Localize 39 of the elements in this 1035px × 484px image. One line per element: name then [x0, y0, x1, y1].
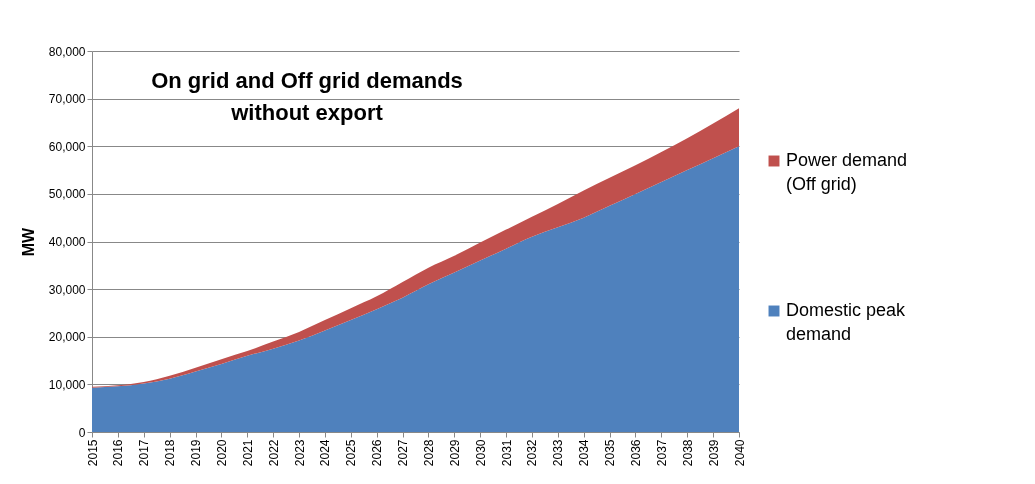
x-tick-label: 2016 — [111, 439, 126, 467]
x-tick-label: 2037 — [654, 439, 669, 467]
x-tick-label: 2029 — [447, 439, 462, 467]
x-tick-label: 2015 — [85, 439, 100, 467]
x-tick-label: 2032 — [525, 439, 540, 467]
x-tick-label: 2024 — [318, 439, 333, 467]
x-tick-label: 2040 — [732, 439, 747, 467]
y-tick-label: 50,000 — [48, 187, 86, 202]
x-tick-label: 2036 — [628, 439, 643, 467]
x-tick-label: 2021 — [240, 439, 255, 467]
y-axis-title: MW — [19, 226, 37, 257]
x-tick-label: 2023 — [292, 439, 307, 467]
legend-label: Domestic peak demand — [786, 300, 907, 344]
x-tick-label: 2031 — [499, 439, 514, 467]
text: On grid and Off grid demands without export — [151, 68, 463, 125]
x-tick-label: 2030 — [473, 439, 488, 467]
y-tick-label: 0 — [78, 425, 86, 440]
x-tick-label: 2018 — [163, 439, 178, 467]
y-tick-label: 10,000 — [48, 377, 86, 392]
x-tick-label: 2039 — [706, 439, 721, 467]
x-tick-label: 2034 — [577, 439, 592, 467]
x-tick-label: 2033 — [551, 439, 566, 467]
y-tick-label: 70,000 — [48, 92, 86, 107]
y-tick-label: 80,000 — [48, 44, 86, 59]
legend-label: Power demand (Off grid) — [786, 150, 908, 194]
y-tick-label: 20,000 — [48, 330, 86, 345]
x-tick-label: 2035 — [603, 439, 618, 467]
y-tick-label: 30,000 — [48, 282, 86, 297]
x-tick-label: 2026 — [370, 439, 385, 467]
x-tick-label: 2038 — [680, 439, 695, 467]
y-tick-label: 40,000 — [48, 235, 86, 249]
x-tick-label: 2025 — [344, 439, 359, 467]
x-tick-label: 2019 — [189, 439, 204, 467]
x-tick-label: 2027 — [396, 439, 411, 467]
y-tick-label: 60,000 — [48, 139, 86, 154]
x-tick-label: 2017 — [137, 439, 152, 467]
x-tick-label: 2028 — [421, 439, 436, 467]
x-tick-label: 2022 — [266, 439, 281, 467]
x-tick-label: 2020 — [214, 439, 229, 467]
